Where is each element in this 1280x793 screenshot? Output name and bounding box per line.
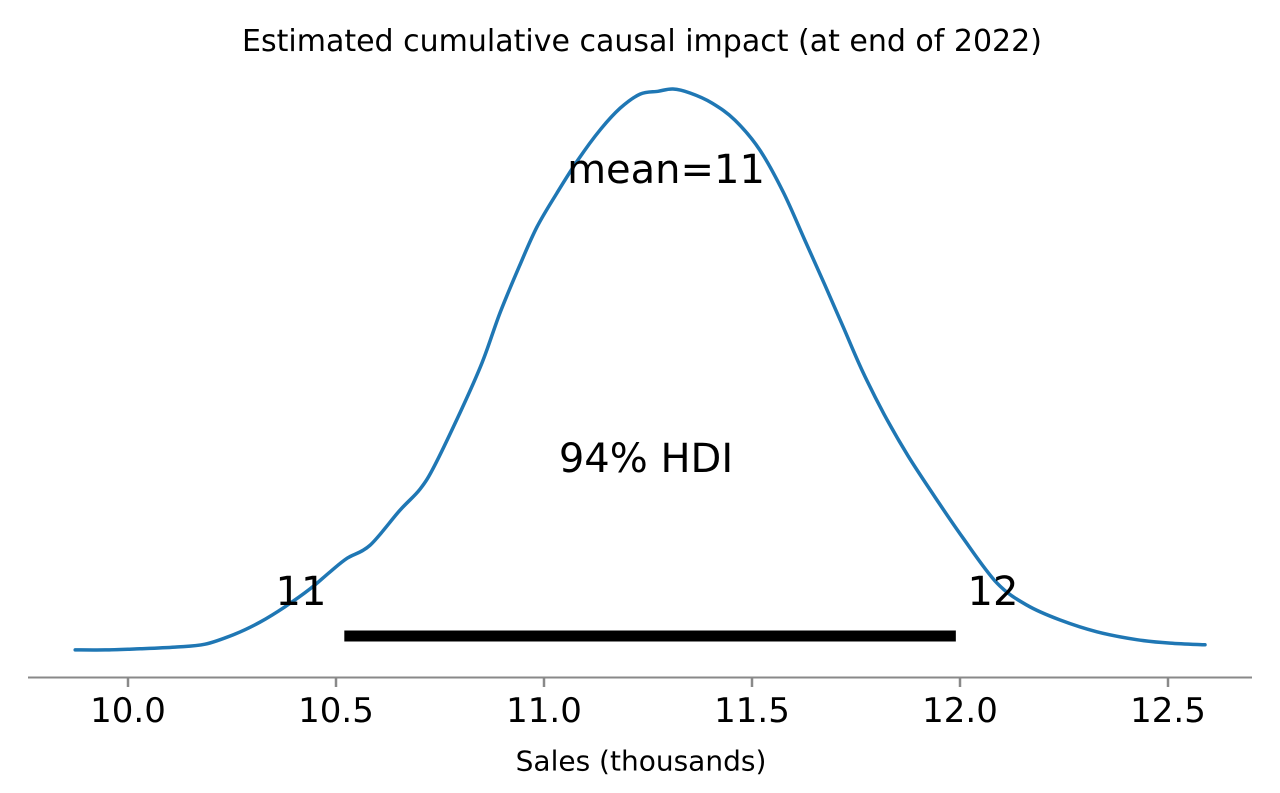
chart-title: Estimated cumulative causal impact (at e…	[242, 24, 1042, 59]
x-tick-label: 11.0	[506, 691, 582, 731]
x-tick-label: 11.5	[714, 691, 790, 731]
hdi-annotation: 94% HDI	[558, 436, 734, 482]
hdi-upper-bound-label: 12	[967, 569, 1019, 615]
kde-curve	[73, 87, 1207, 652]
mean-annotation: mean=11	[567, 147, 765, 193]
x-axis-label: Sales (thousands)	[515, 744, 767, 778]
x-tick-label: 12.5	[1130, 691, 1206, 731]
x-tick-label: 10.0	[90, 691, 166, 731]
x-tick-label: 10.5	[298, 691, 374, 731]
hdi-lower-bound-label: 11	[275, 569, 327, 615]
x-tick-label: 12.0	[922, 691, 998, 731]
